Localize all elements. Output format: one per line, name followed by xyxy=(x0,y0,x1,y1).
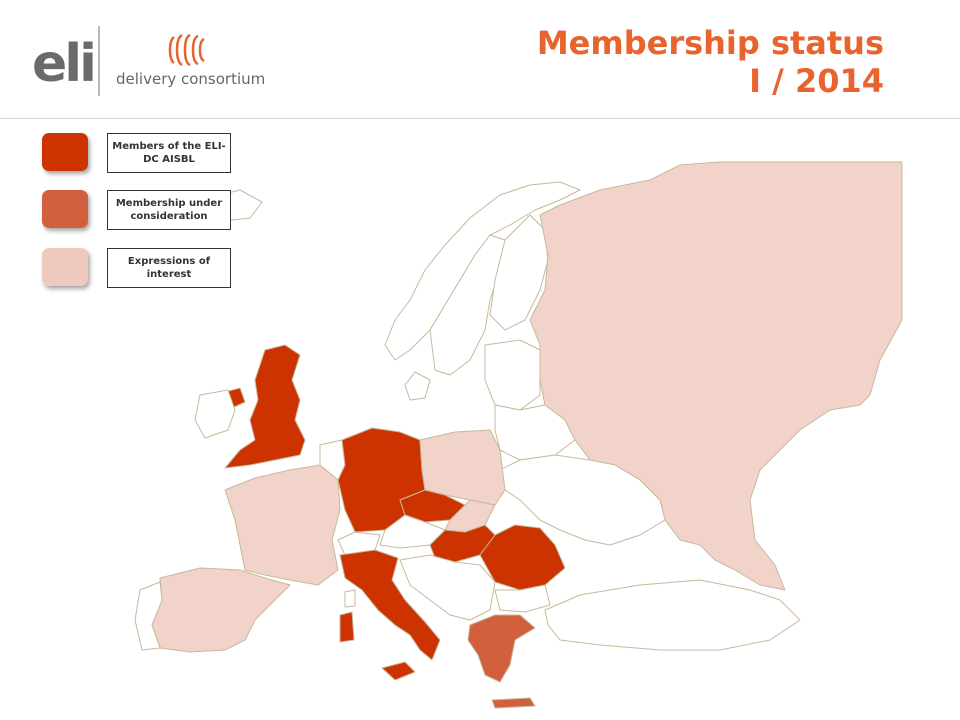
country-balkans xyxy=(399,554,496,621)
legend-label-members: Members of the ELI-DC AISBL xyxy=(107,133,231,173)
country-ukraine xyxy=(499,454,666,546)
country-crete xyxy=(491,697,536,709)
legend-swatch-under-consideration xyxy=(42,190,88,228)
country-portugal xyxy=(134,581,163,651)
country-greece xyxy=(467,614,536,683)
logo-divider xyxy=(98,26,100,96)
signal-wave-icon xyxy=(168,34,205,66)
country-denmark xyxy=(404,371,431,401)
country-turkey xyxy=(544,579,801,651)
legend-label-under-consideration: Membership under consideration xyxy=(107,190,231,230)
title-line-2: I / 2014 xyxy=(749,62,884,100)
country-united-kingdom xyxy=(224,344,306,469)
country-sardinia xyxy=(339,611,355,643)
country-switzerland xyxy=(337,531,381,556)
country-belarus xyxy=(494,404,576,461)
country-romania xyxy=(479,524,566,591)
page-title: Membership status I / 2014 xyxy=(537,24,884,100)
legend-swatch-interest xyxy=(42,248,88,286)
country-italy xyxy=(339,549,441,661)
header: eli delivery consortium Membership statu… xyxy=(0,0,960,118)
legend-item-interest: Expressions of interest xyxy=(42,248,242,292)
country-sicily xyxy=(381,661,416,681)
eli-logo[interactable]: eli delivery consortium xyxy=(30,22,270,102)
europe-map xyxy=(134,161,903,709)
country-spain xyxy=(151,567,291,653)
title-line-1: Membership status xyxy=(536,24,884,62)
country-bulgaria xyxy=(494,584,551,613)
legend-item-under-consideration: Membership under consideration xyxy=(42,190,242,234)
country-corsica xyxy=(344,589,356,608)
legend-swatch-members xyxy=(42,133,88,171)
country-ireland xyxy=(194,389,236,439)
legend-item-members: Members of the ELI-DC AISBL xyxy=(42,133,242,177)
header-divider xyxy=(0,118,960,119)
country-finland xyxy=(489,214,549,331)
country-baltics xyxy=(484,339,541,411)
logo-subtitle: delivery consortium xyxy=(116,70,266,88)
country-france xyxy=(224,464,341,586)
legend-label-interest: Expressions of interest xyxy=(107,248,231,288)
logo-wordmark: eli xyxy=(32,34,97,94)
